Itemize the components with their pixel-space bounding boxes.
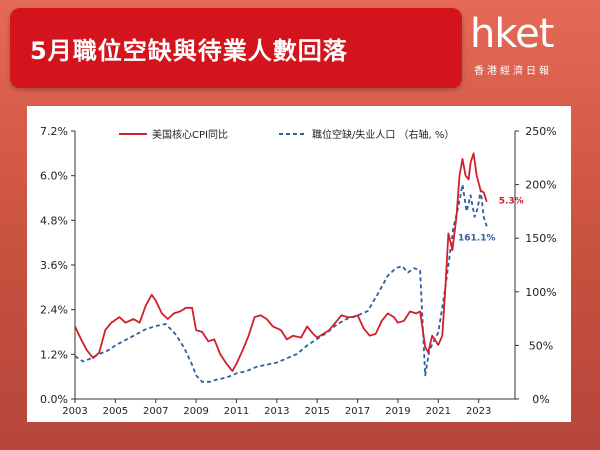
y-left-tick-label: 2.4% <box>40 304 68 317</box>
y-right-tick-label: 100% <box>525 286 556 299</box>
legend-label-jobs: 職位空缺/失业人口 （右轴, %） <box>312 128 454 141</box>
cpi-line <box>74 152 488 372</box>
y-right-tick-label: 50% <box>529 339 553 352</box>
jobs-end-label: 161.1% <box>458 233 496 243</box>
y-left-tick-label: 7.2% <box>40 125 68 138</box>
y-right-tick-label: 200% <box>525 179 556 192</box>
y-left-tick-label: 3.6% <box>40 259 68 272</box>
title-banner: 5月職位空缺與待業人數回落 <box>10 8 462 88</box>
y-left-tick-label: 6.0% <box>40 170 68 183</box>
x-tick-label: 2017 <box>345 406 370 417</box>
x-tick-label: 2019 <box>385 406 410 417</box>
x-tick-label: 2015 <box>304 406 329 417</box>
logo-wordmark: hket <box>470 11 554 57</box>
x-tick-label: 2011 <box>224 406 249 417</box>
x-tick-label: 2013 <box>264 406 289 417</box>
y-left-tick-label: 0.0% <box>40 393 68 406</box>
hket-logo: hket 香港經濟日報 <box>470 12 590 82</box>
logo-subtitle: 香港經濟日報 <box>474 66 552 77</box>
y-right-tick-label: 0% <box>532 393 549 406</box>
chart-card: 0.0% 1.2% 2.4% 3.6% 4.8% 6.0% 7.2% 0% 50% 100% 150… <box>27 106 571 422</box>
x-tick-label: 2005 <box>103 406 128 417</box>
cpi-end-label: 5.3% <box>499 197 524 207</box>
x-tick-label: 2007 <box>143 406 168 417</box>
y-left-tick-label: 1.2% <box>40 348 68 361</box>
y-right-tick-label: 250% <box>525 125 556 138</box>
page-title: 5月職位空缺與待業人數回落 <box>30 36 348 65</box>
jobs-ratio-line <box>74 183 488 383</box>
x-tick-label: 2009 <box>183 406 208 417</box>
x-tick-label: 2003 <box>62 406 87 417</box>
x-tick-label: 2021 <box>426 406 451 417</box>
x-tick-label: 2023 <box>466 406 491 417</box>
y-left-tick-label: 4.8% <box>40 214 68 227</box>
legend-label-cpi: 美国核心CPI同比 <box>152 128 228 141</box>
y-right-tick-label: 150% <box>525 232 556 245</box>
line-chart: 0.0% 1.2% 2.4% 3.6% 4.8% 6.0% 7.2% 0% 50% 100% 150… <box>40 125 557 417</box>
